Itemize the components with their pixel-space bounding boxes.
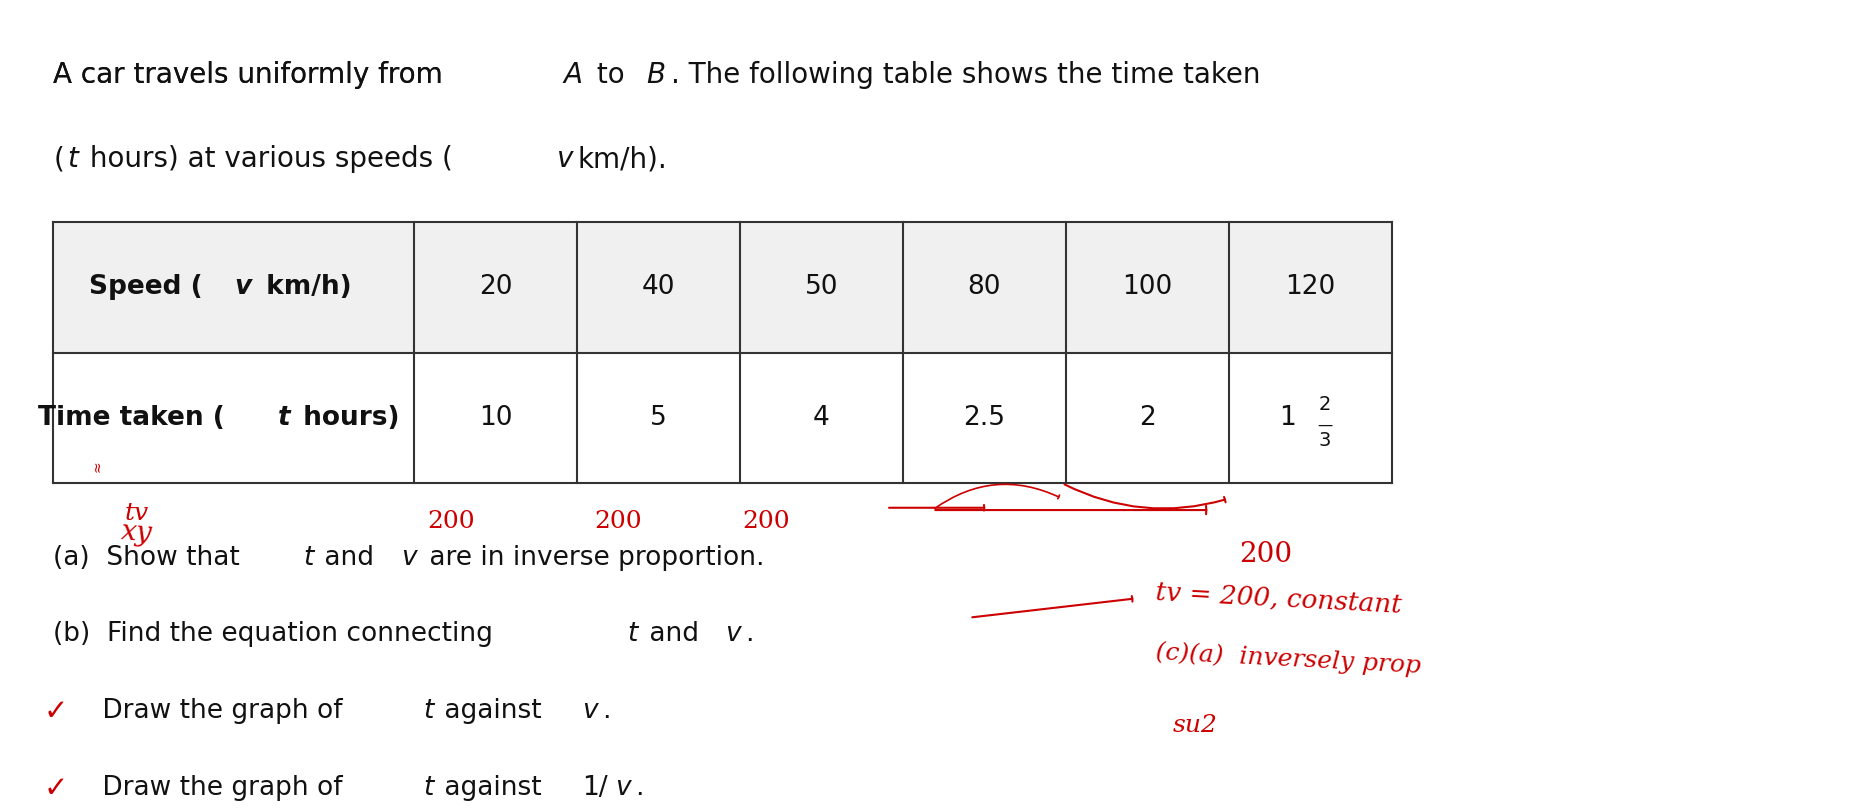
Text: 200: 200 (742, 510, 788, 533)
Text: —: — (1316, 418, 1333, 433)
Text: v: v (582, 698, 598, 724)
Text: t: t (304, 544, 313, 570)
Text: .: . (636, 775, 643, 801)
Text: against: against (436, 775, 550, 801)
Text: v: v (235, 275, 252, 301)
Text: ≈: ≈ (89, 460, 104, 471)
Text: A car travels uniformly from: A car travels uniformly from (54, 61, 451, 89)
Text: 100: 100 (1122, 275, 1172, 301)
Text: km/h): km/h) (257, 275, 350, 301)
Text: 200: 200 (427, 510, 475, 533)
Text: 50: 50 (803, 275, 837, 301)
Text: 10: 10 (479, 405, 513, 431)
Text: are in inverse proportion.: are in inverse proportion. (421, 544, 764, 570)
Text: t: t (278, 405, 291, 431)
Text: t: t (626, 621, 637, 647)
Text: 200: 200 (593, 510, 641, 533)
Text: ✓: ✓ (45, 775, 69, 803)
Text: xy: xy (119, 518, 153, 548)
Text: v: v (725, 621, 740, 647)
Text: 1/: 1/ (582, 775, 608, 801)
Text: and: and (639, 621, 706, 647)
Text: against: against (436, 698, 550, 724)
Text: .: . (746, 621, 753, 647)
Text: tv: tv (125, 502, 149, 526)
Text: A car travels uniformly from: A car travels uniformly from (54, 61, 451, 89)
Text: t: t (67, 145, 78, 173)
Text: 2: 2 (1139, 405, 1156, 431)
Text: hours) at various speeds (: hours) at various speeds ( (80, 145, 453, 173)
Text: t: t (423, 698, 432, 724)
Text: tv = 200, constant: tv = 200, constant (1154, 579, 1402, 617)
Text: (a)  Show that: (a) Show that (54, 544, 248, 570)
Text: t: t (423, 775, 432, 801)
Text: 200: 200 (1238, 541, 1292, 568)
Text: su2: su2 (1172, 714, 1217, 736)
Text: v: v (615, 775, 630, 801)
Text: 3: 3 (1318, 432, 1331, 450)
Text: and: and (317, 544, 382, 570)
Text: (b)  Find the equation connecting: (b) Find the equation connecting (54, 621, 501, 647)
Text: 1: 1 (1279, 405, 1295, 431)
Text: 40: 40 (641, 275, 675, 301)
Text: km/h).: km/h). (578, 145, 667, 173)
Text: ✓: ✓ (45, 698, 69, 727)
Text: .: . (602, 698, 611, 724)
Text: A: A (563, 61, 582, 89)
Text: Draw the graph of: Draw the graph of (93, 775, 350, 801)
Text: 20: 20 (479, 275, 513, 301)
Text: 120: 120 (1284, 275, 1335, 301)
Text: 2.5: 2.5 (964, 405, 1005, 431)
Text: Speed (: Speed ( (89, 275, 203, 301)
Text: v: v (557, 145, 572, 173)
Text: hours): hours) (295, 405, 399, 431)
Text: Time taken (: Time taken ( (39, 405, 226, 431)
Text: v: v (401, 544, 418, 570)
Text: to: to (587, 61, 634, 89)
Text: 4: 4 (813, 405, 829, 431)
Text: . The following table shows the time taken: . The following table shows the time tak… (671, 61, 1260, 89)
Text: Draw the graph of: Draw the graph of (93, 698, 350, 724)
Text: B: B (647, 61, 665, 89)
Text: 2: 2 (1318, 394, 1331, 414)
Text: (c)(a)  inversely prop: (c)(a) inversely prop (1154, 641, 1420, 678)
Text: 80: 80 (967, 275, 1001, 301)
Text: (: ( (54, 145, 63, 173)
Text: 5: 5 (651, 405, 667, 431)
Bar (54, 222, 1391, 352)
